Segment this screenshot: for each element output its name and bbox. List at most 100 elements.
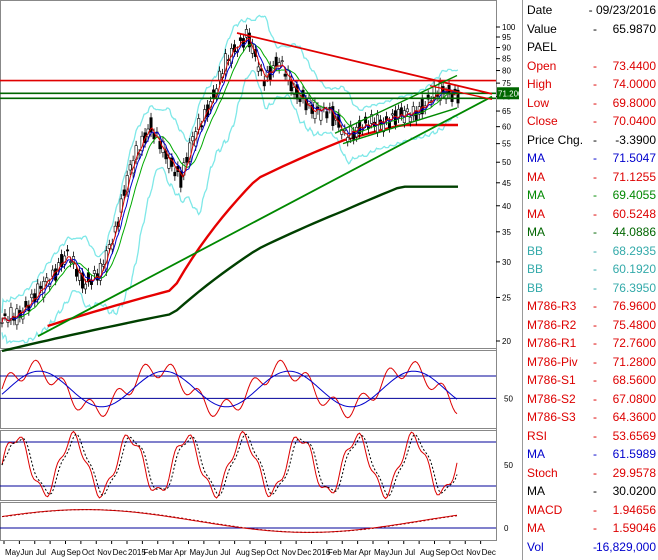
price-candle [173,171,177,177]
data-row-label: PAEL [527,40,557,54]
price-candle [298,98,302,103]
data-row-value: 76.3950 [612,280,656,295]
data-row-dash: - [593,391,597,406]
data-row-dash: - [593,21,597,36]
last-price-tag-label: 71.200 [498,89,522,98]
data-row-dash: - [593,132,597,147]
month-label: May [190,548,205,557]
price-candle [325,111,329,119]
data-row: Value -65.9870 [523,21,658,38]
ma-green-line [1,43,459,323]
data-row-value: 29.9578 [612,465,656,480]
month-label: Oct [82,548,95,557]
price-candle [319,109,323,121]
price-candle [98,263,102,281]
price-chart-area[interactable]: 10095908580757065605550454035302520MayJu… [0,0,522,560]
price-candle [390,113,394,116]
data-row-dash: - [593,428,597,443]
month-label: Nov [466,548,480,557]
price-tick-label: 55 [502,140,511,149]
data-row-label: M786-R3 [527,299,577,313]
month-label: Nov [282,548,296,557]
data-row-label: BB [527,262,544,276]
price-candle [295,84,299,100]
data-row: Price Chg. - -3.3900 [523,132,658,149]
month-label: Feb [328,548,342,557]
data-row: M786-S3 - 64.3600 [523,409,658,426]
data-row-dash: - [593,225,597,239]
price-candle [60,254,64,268]
price-candle [69,261,73,263]
price-tick-label: 95 [502,33,511,42]
pane-border [0,0,497,349]
data-row-label: Open [527,58,557,73]
data-row-label: MA [527,484,545,498]
data-row-label: MA [527,151,545,165]
data-row-value: 44.0886 [612,225,656,239]
data-row-value: 1.59046 [612,521,656,535]
data-row: MA -71.1255 [523,169,658,186]
price-tick-label: 40 [502,202,511,211]
data-row-dash: - [593,299,597,313]
data-row: Stoch -29.9578 [523,465,658,482]
data-row-label: M786-R2 [527,317,577,332]
data-row-dash: - [593,114,597,128]
price-candle [405,108,409,113]
month-label: May [374,548,389,557]
price-candle [101,264,105,267]
month-label: Jun [389,548,402,557]
data-row: M786-R1 - 72.7600 [523,335,658,352]
price-candle [283,73,287,77]
price-candle [238,37,242,41]
month-label: Oct [451,548,464,557]
price-candle [128,164,132,171]
price-tick-label: 80 [502,67,511,76]
data-row: MA -60.5248 [523,206,658,223]
data-row: Low -69.8000 [523,95,658,112]
channel-line-lower [342,107,458,145]
month-label: Jul [405,548,415,557]
price-candle [432,85,436,98]
data-row-value: 1.94656 [612,502,656,517]
data-row-dash: - [593,447,597,461]
data-row-label: Value [527,21,557,36]
price-candle [104,250,108,272]
month-label: Mar [159,548,173,557]
data-row: BB -68.2935 [523,243,658,260]
month-label: Aug [420,548,434,557]
price-candle [0,322,4,324]
month-label: 2016 [313,548,331,557]
price-candle [274,56,278,67]
data-row-dash: - [593,373,597,387]
data-row-label: BB [527,280,544,295]
data-row-value: 53.6569 [612,428,656,443]
data-row-dash: - [593,336,597,350]
data-row-value: 72.7600 [612,336,656,350]
price-tick-label: 20 [502,337,511,346]
data-row-dash: - [593,169,597,184]
data-row: Close - 70.0400 [523,113,658,130]
data-row-value: 67.0800 [612,391,656,406]
price-candle [30,293,34,299]
price-candle [185,157,189,163]
data-row-value: 16,829,000 [595,539,656,554]
price-candle [292,87,296,95]
data-row-dash: - [593,354,597,369]
bollinger-upper [1,14,459,313]
month-label: Aug [236,548,250,557]
data-row-dash: - [593,280,597,295]
trend-line-red-down [236,32,493,95]
data-row: MA - 1.59046 [523,520,658,537]
price-candle [66,249,70,252]
price-candle [75,268,79,277]
data-row-dash: - [593,410,597,424]
price-tick-label: 85 [502,55,511,64]
price-candle [77,270,81,281]
price-candle [241,38,245,48]
data-row-label: High [527,77,552,91]
last-price-tag [497,87,519,100]
data-row-label: M786-S1 [527,373,576,387]
data-row-label: BB [527,243,544,258]
data-row: Vol -16,829,000 [523,539,658,556]
price-candle [152,133,156,140]
